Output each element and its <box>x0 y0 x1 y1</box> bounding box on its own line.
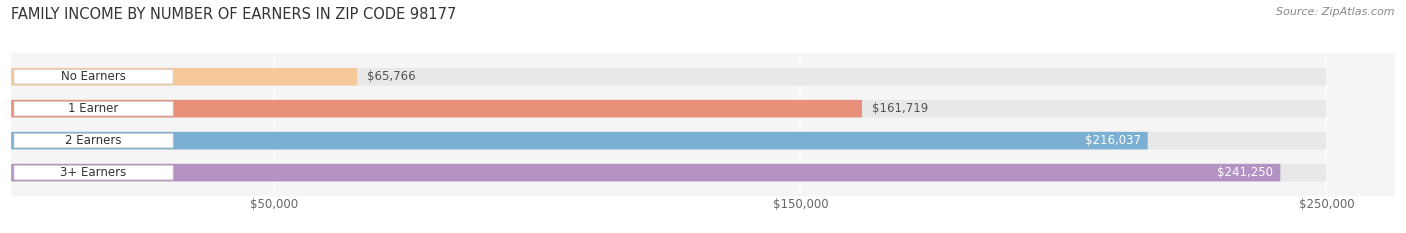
Text: $216,037: $216,037 <box>1085 134 1140 147</box>
FancyBboxPatch shape <box>11 68 357 86</box>
Text: 1 Earner: 1 Earner <box>69 102 118 115</box>
FancyBboxPatch shape <box>11 53 1395 100</box>
Text: Source: ZipAtlas.com: Source: ZipAtlas.com <box>1277 7 1395 17</box>
Text: No Earners: No Earners <box>60 70 127 83</box>
FancyBboxPatch shape <box>11 164 1326 182</box>
Text: 2 Earners: 2 Earners <box>65 134 122 147</box>
FancyBboxPatch shape <box>14 165 173 180</box>
FancyBboxPatch shape <box>11 85 1395 132</box>
FancyBboxPatch shape <box>14 69 173 84</box>
Text: 3+ Earners: 3+ Earners <box>60 166 127 179</box>
FancyBboxPatch shape <box>11 68 1326 86</box>
Text: FAMILY INCOME BY NUMBER OF EARNERS IN ZIP CODE 98177: FAMILY INCOME BY NUMBER OF EARNERS IN ZI… <box>11 7 457 22</box>
Text: $161,719: $161,719 <box>872 102 928 115</box>
FancyBboxPatch shape <box>14 134 173 148</box>
FancyBboxPatch shape <box>11 117 1395 164</box>
FancyBboxPatch shape <box>11 100 1326 117</box>
FancyBboxPatch shape <box>11 132 1147 149</box>
FancyBboxPatch shape <box>11 149 1395 196</box>
FancyBboxPatch shape <box>11 132 1326 149</box>
FancyBboxPatch shape <box>14 101 173 116</box>
FancyBboxPatch shape <box>11 100 862 117</box>
Text: $65,766: $65,766 <box>367 70 416 83</box>
Text: $241,250: $241,250 <box>1218 166 1274 179</box>
FancyBboxPatch shape <box>11 164 1281 182</box>
